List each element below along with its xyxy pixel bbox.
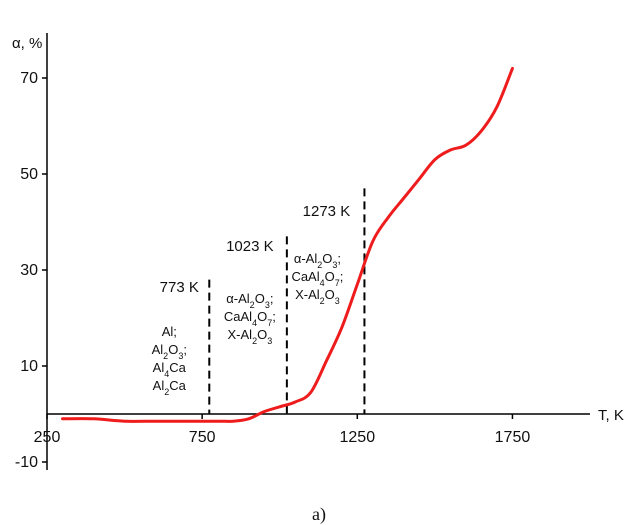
y-tick-label: 70 (20, 70, 38, 87)
x-axis-title: T, K (598, 407, 624, 424)
phase-label: Al; (162, 324, 177, 339)
x-tick-label: 250 (34, 429, 61, 446)
phase-label: α-Al2O3; (294, 251, 341, 270)
figure-caption: a) (312, 504, 326, 525)
y-tick-label: 30 (20, 262, 38, 279)
phase-label: Al2Ca (153, 378, 187, 397)
phase-label: Al2O3; (152, 342, 187, 361)
temperature-marker-label: 1023 K (226, 238, 274, 255)
x-tick-label: 1250 (340, 429, 376, 446)
temperature-marker-label: 773 K (160, 279, 199, 296)
x-tick-label: 750 (189, 429, 216, 446)
phase-label: X-Al2O3 (295, 287, 340, 306)
phase-label: Al4Ca (153, 360, 187, 379)
y-tick-label: 50 (20, 166, 38, 183)
y-tick-label: 10 (20, 358, 38, 375)
y-tick-label: -10 (15, 454, 38, 471)
y-axis-title: α, % (12, 35, 42, 52)
phase-label: CaAl4O7; (224, 309, 276, 328)
x-ticks: 250 750 1250 1750 (34, 414, 531, 446)
series-line (61, 66, 514, 423)
phase-label: CaAl4O7; (291, 269, 343, 288)
x-tick-label: 1750 (495, 429, 531, 446)
phase-label: X-Al2O3 (228, 327, 273, 346)
phase-label: α-Al2O3; (226, 291, 273, 310)
y-ticks: -10 10 30 50 70 (15, 70, 47, 471)
temperature-marker-label: 1273 K (303, 203, 351, 220)
